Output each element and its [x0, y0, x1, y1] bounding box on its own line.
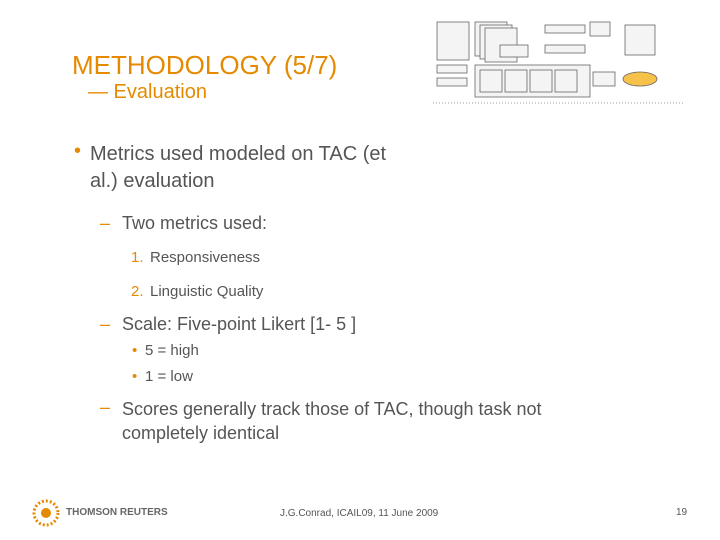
diagram	[436, 21, 658, 98]
sub-bullet-mark: •	[132, 368, 138, 385]
dash: –	[100, 397, 111, 417]
number: 2.	[131, 283, 144, 300]
bullet: Metrics used modeled on TAC (et al.) eva…	[90, 143, 387, 192]
logo-mark	[32, 499, 60, 527]
logo-text: THOMSON REUTERS	[66, 507, 168, 518]
list-item: Responsiveness	[150, 249, 261, 266]
bullet-mark: •	[74, 140, 82, 162]
sub-item: 5 = high	[145, 342, 199, 359]
list-item: Linguistic Quality	[150, 283, 264, 300]
number: 1.	[131, 249, 144, 266]
item: Scores generally track those of TAC, tho…	[122, 399, 542, 443]
sub-bullet-mark: •	[132, 342, 138, 359]
subtitle: — Evaluation	[88, 81, 207, 103]
citation: J.G.Conrad, ICAIL09, 11 June 2009	[280, 508, 439, 519]
item: Two metrics used:	[122, 213, 268, 233]
dash: –	[100, 314, 111, 334]
item: Scale: Five-point Likert [1- 5 ]	[122, 314, 357, 334]
sub-item: 1 = low	[145, 368, 193, 385]
page-number: 19	[676, 507, 688, 518]
dash: –	[100, 213, 111, 233]
logo-dot	[41, 508, 51, 518]
title: METHODOLOGY (5/7)	[72, 50, 338, 80]
